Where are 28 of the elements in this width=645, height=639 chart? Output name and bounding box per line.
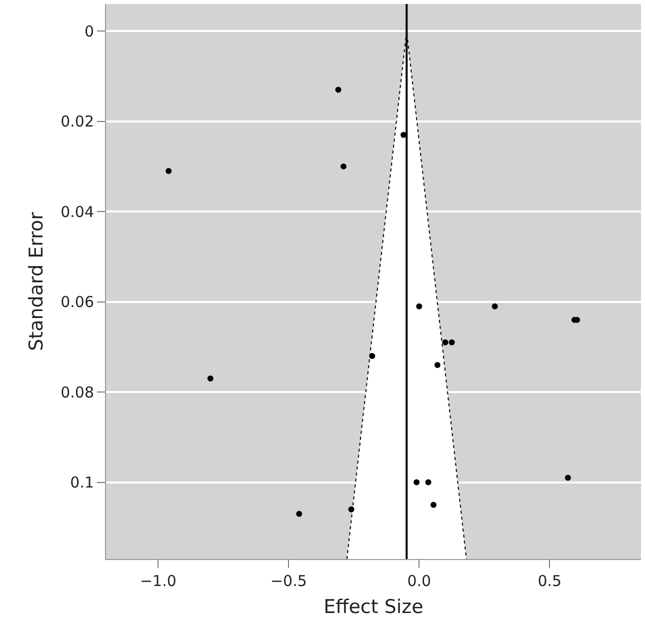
- point: [430, 502, 437, 508]
- point: [369, 352, 376, 359]
- x-tick-label: 0.5: [538, 572, 562, 590]
- y-tick-label: 0.1: [70, 474, 94, 492]
- y-tick-label: 0: [84, 22, 94, 40]
- y-tick-label: 0.04: [60, 202, 94, 221]
- point: [296, 510, 302, 517]
- point: [442, 339, 448, 346]
- point: [425, 479, 432, 486]
- point: [166, 168, 172, 174]
- point: [564, 474, 571, 481]
- x-axis-title: Effect Size: [324, 596, 424, 618]
- x-tick-label: −0.5: [270, 572, 307, 590]
- point: [448, 339, 455, 346]
- y-tick-label: 0.06: [60, 293, 94, 312]
- point: [416, 303, 422, 310]
- point: [492, 303, 498, 310]
- point: [414, 479, 420, 486]
- x-tick-label: 0.0: [407, 572, 432, 590]
- point: [434, 362, 440, 368]
- point: [340, 163, 346, 170]
- x-tick-label: −1.0: [140, 572, 176, 590]
- y-tick-label: 0.02: [60, 112, 94, 131]
- point: [348, 506, 354, 512]
- point: [207, 376, 214, 382]
- y-tick-label: 0.08: [60, 383, 94, 402]
- point: [335, 86, 342, 93]
- y-axis-title: Standard Error: [25, 212, 48, 351]
